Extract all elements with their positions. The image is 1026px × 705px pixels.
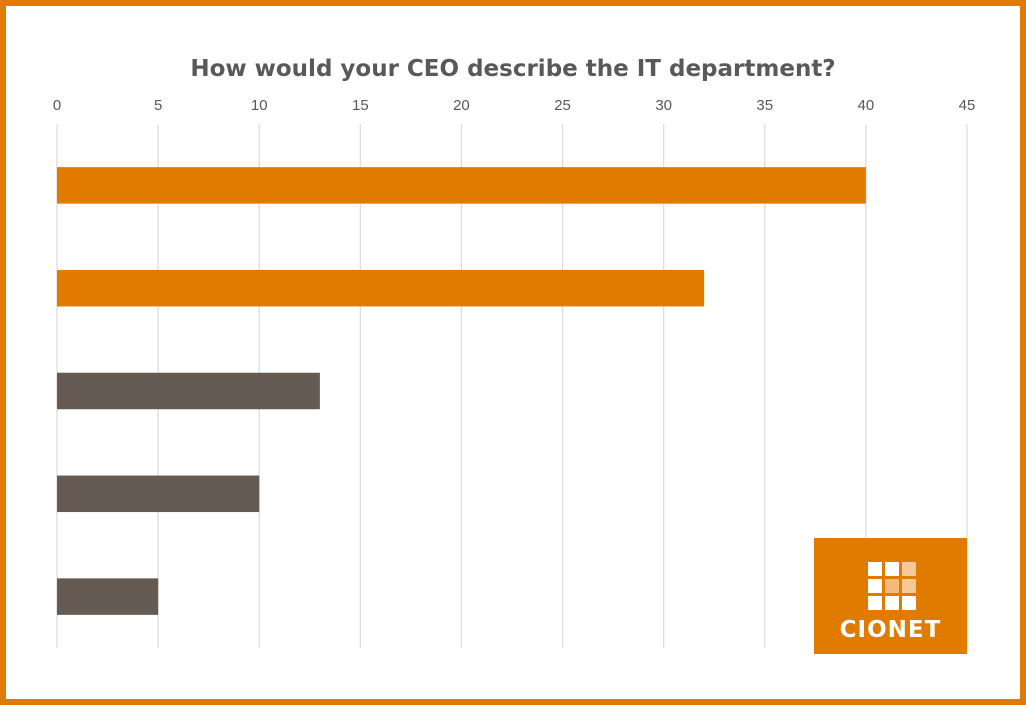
bar-chart: How would your CEO describe the IT depar… xyxy=(53,56,976,654)
logo-grid-square xyxy=(902,596,916,610)
x-tick-label: 20 xyxy=(453,97,470,114)
logo-grid-square xyxy=(885,562,899,576)
logo-grid-square xyxy=(868,562,882,576)
x-tick-label: 5 xyxy=(154,97,162,114)
x-tick-label: 10 xyxy=(251,97,268,114)
bar-4 xyxy=(57,475,260,513)
chart-title: How would your CEO describe the IT depar… xyxy=(190,56,835,82)
logo-grid-square xyxy=(885,579,899,593)
bar-5 xyxy=(57,578,159,615)
x-axis-tick-labels: 0 5 10 15 20 25 30 35 40 45 xyxy=(53,97,976,114)
logo-wordmark: CIONET xyxy=(840,617,942,643)
x-tick-label: 40 xyxy=(858,97,875,114)
bars xyxy=(57,167,866,615)
bar-1 xyxy=(57,167,866,204)
bar-3 xyxy=(57,372,320,410)
cionet-logo: CIONET xyxy=(814,538,967,654)
x-tick-label: 25 xyxy=(554,97,571,114)
x-tick-label: 0 xyxy=(53,97,61,114)
logo-grid-icon xyxy=(868,562,916,610)
logo-grid-square xyxy=(902,579,916,593)
logo-grid-square xyxy=(885,596,899,610)
x-tick-label: 15 xyxy=(352,97,369,114)
logo-grid-square xyxy=(868,579,882,593)
bar-2 xyxy=(57,269,705,307)
x-tick-label: 35 xyxy=(756,97,773,114)
logo-grid-square xyxy=(868,596,882,610)
x-tick-label: 45 xyxy=(959,97,976,114)
x-tick-label: 30 xyxy=(655,97,672,114)
logo-grid-square xyxy=(902,562,916,576)
